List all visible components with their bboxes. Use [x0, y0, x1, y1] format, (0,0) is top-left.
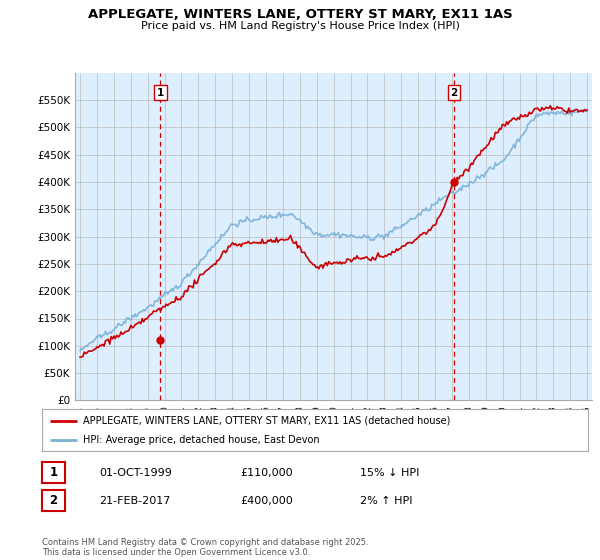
Text: APPLEGATE, WINTERS LANE, OTTERY ST MARY, EX11 1AS: APPLEGATE, WINTERS LANE, OTTERY ST MARY,… [88, 8, 512, 21]
Text: 15% ↓ HPI: 15% ↓ HPI [360, 468, 419, 478]
Text: APPLEGATE, WINTERS LANE, OTTERY ST MARY, EX11 1AS (detached house): APPLEGATE, WINTERS LANE, OTTERY ST MARY,… [83, 416, 451, 426]
Text: Contains HM Land Registry data © Crown copyright and database right 2025.
This d: Contains HM Land Registry data © Crown c… [42, 538, 368, 557]
Text: 2% ↑ HPI: 2% ↑ HPI [360, 496, 413, 506]
Text: £110,000: £110,000 [240, 468, 293, 478]
Text: Price paid vs. HM Land Registry's House Price Index (HPI): Price paid vs. HM Land Registry's House … [140, 21, 460, 31]
Text: 2: 2 [451, 87, 458, 97]
Text: 1: 1 [49, 466, 58, 479]
Text: 21-FEB-2017: 21-FEB-2017 [99, 496, 170, 506]
Text: 2: 2 [49, 494, 58, 507]
Text: HPI: Average price, detached house, East Devon: HPI: Average price, detached house, East… [83, 435, 320, 445]
Text: 1: 1 [157, 87, 164, 97]
Text: £400,000: £400,000 [240, 496, 293, 506]
Text: 01-OCT-1999: 01-OCT-1999 [99, 468, 172, 478]
